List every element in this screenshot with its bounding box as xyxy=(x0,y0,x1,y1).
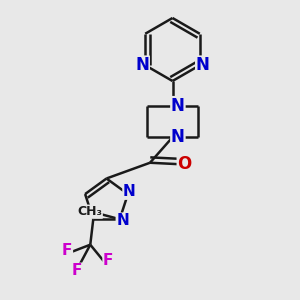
Text: F: F xyxy=(103,253,113,268)
Text: N: N xyxy=(123,184,136,199)
Text: O: O xyxy=(177,155,192,173)
Text: F: F xyxy=(62,243,72,258)
Text: N: N xyxy=(171,128,185,146)
Text: F: F xyxy=(72,263,82,278)
Text: N: N xyxy=(171,97,185,115)
Text: N: N xyxy=(196,56,210,74)
Text: N: N xyxy=(135,56,149,74)
Text: N: N xyxy=(116,213,129,228)
Text: CH₃: CH₃ xyxy=(77,205,102,218)
